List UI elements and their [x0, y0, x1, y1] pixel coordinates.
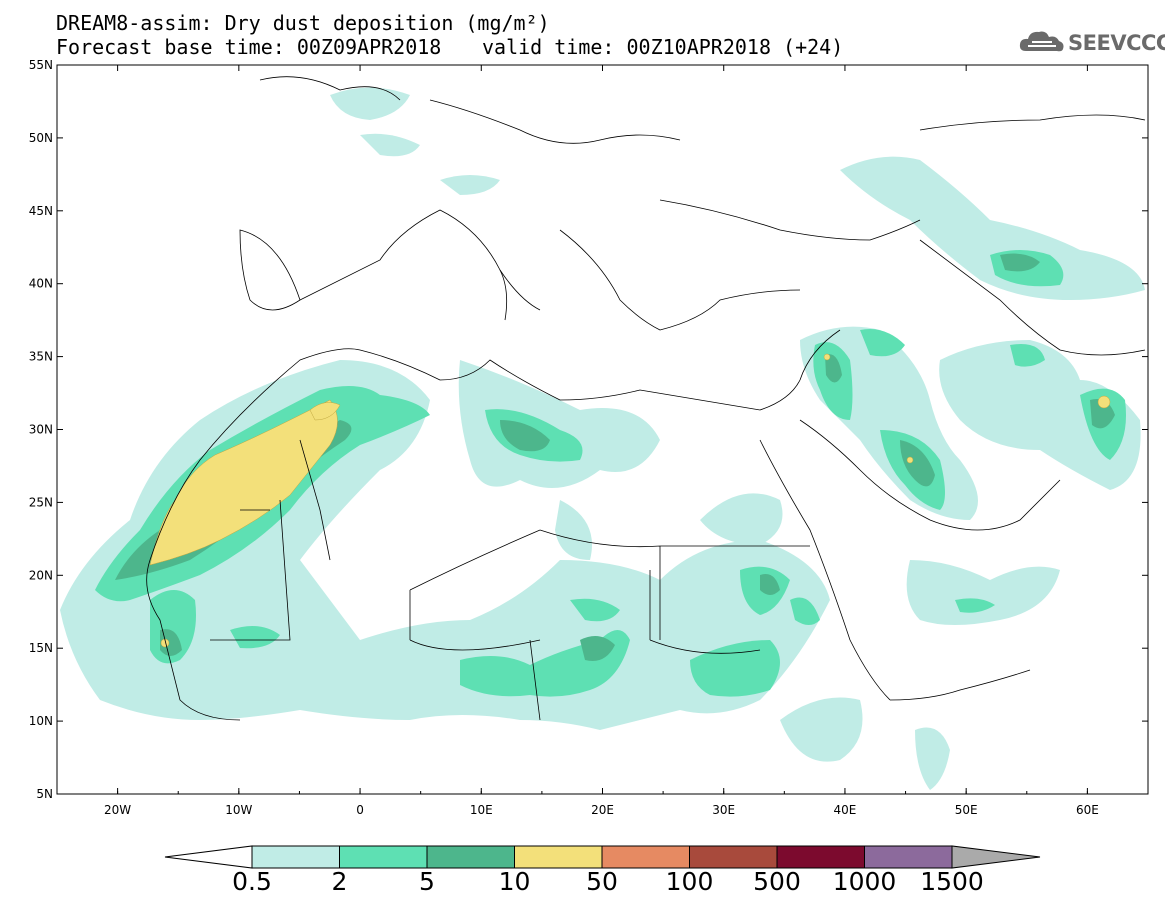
valid-time: valid time: 00Z10APR2018 (+24): [482, 35, 844, 59]
lon-label: 60E: [1076, 803, 1099, 817]
colorbar-swatch: [426, 845, 515, 869]
lat-label: 45N: [29, 204, 53, 218]
lon-label: 40E: [834, 803, 857, 817]
colorbar-label: 1000: [833, 867, 897, 896]
logo-text: SEEVCCC: [1068, 31, 1165, 55]
seevccc-logo: SEEVCCC: [1018, 27, 1165, 57]
lon-label: 20E: [591, 803, 614, 817]
lat-label: 30N: [29, 423, 53, 437]
colorbar-label: 1500: [920, 867, 984, 896]
lat-label: 10N: [29, 714, 53, 728]
colorbar-swatch: [689, 845, 778, 869]
lat-label: 55N: [29, 58, 53, 72]
longitude-axis: 20W 10W 0 10E 20E 30E 40E 50E 60E: [56, 65, 1149, 817]
colorbar-label: 100: [666, 867, 714, 896]
colorbar-swatch: [864, 845, 953, 869]
lat-label: 25N: [29, 495, 53, 509]
lon-label: 10W: [225, 803, 252, 817]
lat-label: 15N: [29, 641, 53, 655]
lat-label: 35N: [29, 350, 53, 364]
lon-label: 0: [356, 803, 364, 817]
colorbar-label: 2: [332, 867, 348, 896]
deposition-fields: [60, 87, 1145, 790]
lat-label: 20N: [29, 568, 53, 582]
lat-label: 5N: [36, 787, 53, 801]
lon-label: 10E: [470, 803, 493, 817]
map-title-line: DREAM8-assim: Dry dust deposition (mg/m²…: [56, 11, 550, 35]
lat-label: 50N: [29, 131, 53, 145]
coastlines-and-borders: [146, 76, 1146, 721]
colorbar-swatch: [776, 845, 865, 869]
lon-label: 30E: [712, 803, 735, 817]
colorbar-label: 5: [419, 867, 435, 896]
colorbar-label: 10: [499, 867, 531, 896]
colorbar-label: 50: [586, 867, 618, 896]
colorbar-swatch: [601, 845, 690, 869]
colorbar-swatch: [251, 845, 340, 869]
forecast-base-time: Forecast base time: 00Z09APR2018: [56, 35, 442, 59]
colorbar-label: 0.5: [232, 867, 272, 896]
colorbar-under-arrow: [164, 845, 253, 869]
colorbar-swatch: [339, 845, 428, 869]
colorbar-swatch: [514, 845, 603, 869]
latitude-axis: 55N 50N 45N 40N 35N 30N 25N 20N 15N 10N 5N: [29, 58, 1148, 801]
lon-label: 50E: [955, 803, 978, 817]
lat-label: 40N: [29, 277, 53, 291]
cloud-icon: [1019, 31, 1064, 52]
colorbar-over-arrow: [951, 845, 1041, 869]
colorbar: 0.5 2 5 10 50 100 500 1000 1500: [164, 845, 1041, 896]
lon-label: 20W: [104, 803, 131, 817]
colorbar-label: 500: [753, 867, 801, 896]
